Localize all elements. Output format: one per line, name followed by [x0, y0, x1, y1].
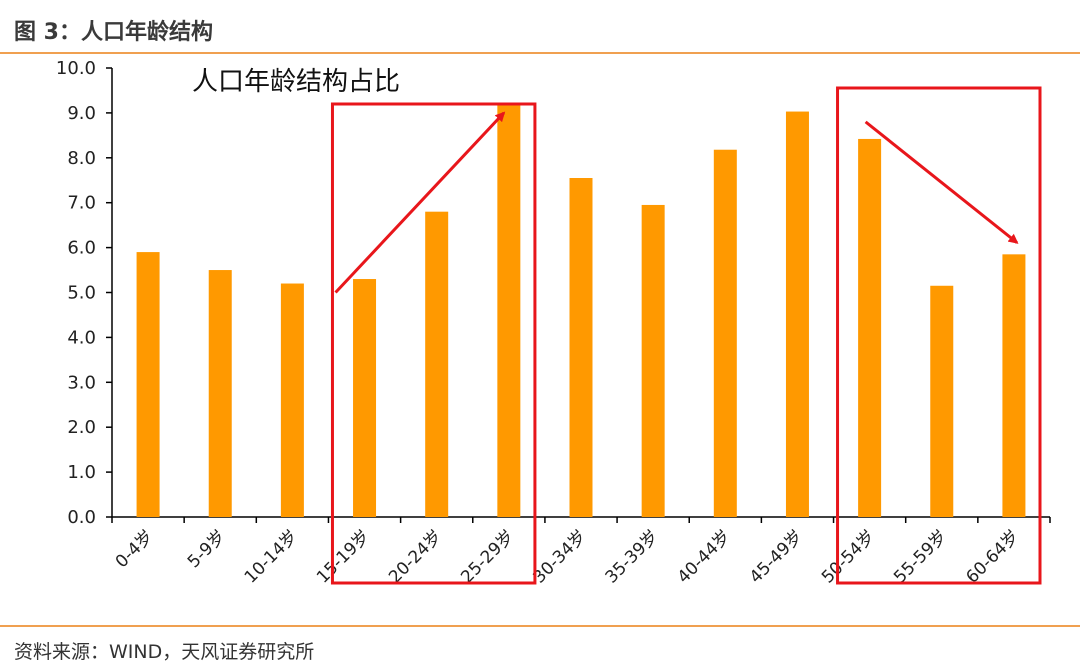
y-tick-label: 7.0 [67, 193, 96, 214]
y-tick-label: 9.0 [67, 103, 96, 124]
x-tick-label: 45-49岁 [746, 526, 807, 587]
y-tick-label: 10.0 [56, 58, 96, 79]
x-tick-label: 0-4岁 [112, 526, 158, 572]
y-tick-label: 8.0 [67, 148, 96, 169]
y-tick-label: 2.0 [67, 417, 96, 438]
x-tick-label: 5-9岁 [184, 526, 230, 572]
figure-footer: 资料来源：WIND，天风证券研究所 [0, 625, 1080, 669]
x-tick-label: 30-34岁 [529, 526, 590, 587]
y-tick-label: 6.0 [67, 238, 96, 259]
bar [858, 138, 882, 517]
y-axis: 0.0 1.0 2.0 3.0 4.0 5.0 6.0 7.0 8.0 9.0 10.0 [56, 58, 113, 528]
x-tick-label: 35-39岁 [602, 526, 663, 587]
bar [1002, 254, 1026, 517]
x-tick-label: 20-24岁 [385, 526, 446, 587]
bar [353, 279, 377, 517]
y-tick-label: 0.0 [67, 507, 96, 528]
bar [497, 103, 521, 518]
y-tick-label: 1.0 [67, 462, 96, 483]
annotation-layer [330, 86, 1042, 585]
bar [713, 149, 737, 517]
highlight-box [836, 86, 1042, 585]
x-axis: 0-4岁 5-9岁 10-14岁 15-19岁 20-24岁 25-29岁 30-34岁 35… [111, 516, 1051, 587]
bar-series [136, 103, 1026, 518]
bar [425, 211, 449, 517]
bar [208, 270, 232, 517]
x-tick-label: 50-54岁 [818, 526, 879, 587]
x-tick-label: 15-19岁 [313, 526, 374, 587]
trend-arrow [334, 111, 506, 294]
bar [641, 204, 665, 517]
x-tick-label: 40-44岁 [674, 526, 735, 587]
y-tick-label: 3.0 [67, 372, 96, 393]
figure-header: 图 3：人口年龄结构 [0, 0, 1080, 54]
chart-title: 人口年龄结构占比 [192, 67, 400, 97]
bar [930, 285, 954, 517]
y-tick-label: 4.0 [67, 327, 96, 348]
bar [569, 178, 593, 517]
bar-chart: 人口年龄结构占比 0.0 1.0 2.0 3.0 4.0 5.0 6.0 7.0 8.0 9.0 1… [56, 58, 1051, 587]
x-tick-label: 55-59岁 [890, 526, 951, 587]
x-tick-label: 60-64岁 [962, 526, 1023, 587]
trend-arrow [864, 120, 1019, 244]
figure-label: 图 3：人口年龄结构 [14, 20, 213, 45]
x-tick-label: 10-14岁 [241, 526, 302, 587]
source-note: 资料来源：WIND，天风证券研究所 [14, 641, 315, 663]
bar [280, 283, 304, 517]
bar [785, 111, 809, 517]
highlight-box [330, 102, 537, 585]
bar [136, 252, 160, 517]
x-tick-label: 25-29岁 [457, 526, 518, 587]
y-tick-label: 5.0 [67, 283, 96, 304]
